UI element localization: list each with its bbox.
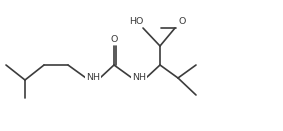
Text: O: O	[178, 17, 186, 26]
Text: O: O	[110, 34, 118, 43]
Text: NH: NH	[86, 73, 100, 83]
Text: NH: NH	[132, 73, 146, 83]
Text: HO: HO	[129, 17, 143, 26]
